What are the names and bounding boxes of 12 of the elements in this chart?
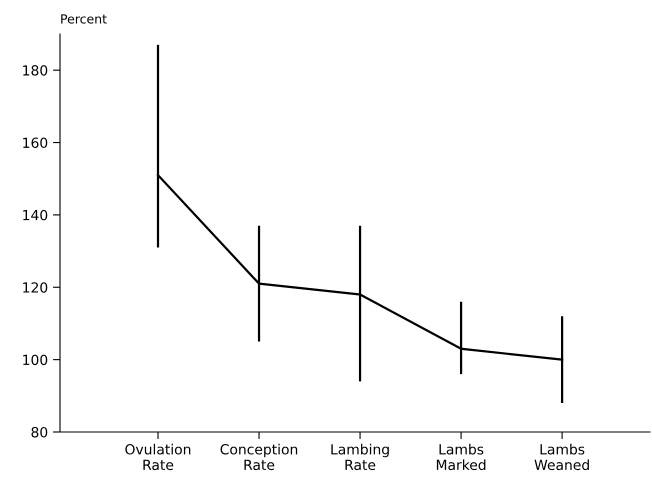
y-tick-label: 120 (23, 282, 48, 293)
x-tick-label: Lambs Marked (436, 444, 486, 470)
y-tick-label: 140 (23, 210, 48, 220)
x-tick-label: Lambing Rate (331, 444, 389, 470)
x-tick-label: Lambs Weaned (534, 444, 589, 470)
y-tick-label: 160 (23, 138, 48, 148)
y-axis-title: Percent (61, 14, 107, 24)
y-tick-label: 100 (23, 354, 48, 366)
y-tick-label: 180 (23, 65, 48, 76)
y-tick-label: 80 (31, 426, 48, 438)
x-tick-label: Conception Rate (220, 444, 298, 470)
x-tick-label: Ovulation Rate (125, 444, 190, 470)
